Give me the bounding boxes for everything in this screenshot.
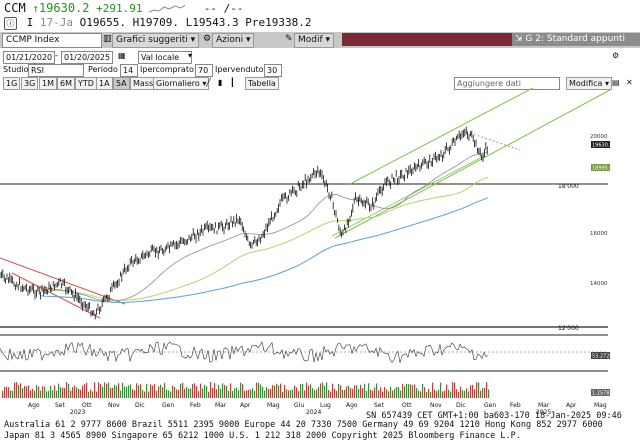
channel-top-line — [349, 88, 534, 185]
date-to-input[interactable]: 01/20/2025 — [61, 51, 114, 64]
add-data-input[interactable]: Aggiungere dati — [454, 77, 560, 90]
ma-label: 18995.08 — [592, 166, 616, 172]
chevron-down-icon[interactable]: ▾ — [188, 51, 193, 60]
edit-icon[interactable]: ✎ — [285, 34, 293, 44]
ticker-open: 19655. — [86, 16, 126, 29]
overbought-input[interactable]: 70 — [195, 64, 213, 77]
bar-chart-icon[interactable]: ▮ — [218, 78, 223, 87]
volume-value-label: 1.2578 — [592, 391, 610, 397]
range-6m-button[interactable]: 6M — [57, 77, 75, 90]
y-label-20000: 20000 — [590, 134, 608, 140]
channel-mid-line — [334, 89, 611, 239]
range-1m-button[interactable]: 1M — [39, 77, 57, 90]
table-button[interactable]: Tabella — [245, 77, 279, 90]
ticker-header: CCM ↑19630.2 +291.91 -- /-- — [4, 1, 636, 15]
main-toolbar: CCMP Index ▥ Grafici suggeriti ▾ ⚙ Azion… — [0, 32, 640, 48]
candle-chart-icon[interactable]: ┃ — [230, 78, 235, 87]
range-5a-button[interactable]: 5A — [113, 77, 130, 90]
sparkline-icon — [148, 4, 186, 14]
study-select[interactable]: RSI — [28, 64, 84, 77]
y-label-14000: 14000 — [590, 281, 608, 287]
ticker-date: 17-Ja — [39, 16, 73, 29]
range-1a-button[interactable]: 1A — [96, 77, 113, 90]
ticker-change: +291.91 — [96, 2, 143, 15]
red-downtrend-line — [0, 257, 126, 305]
red-dashed-line — [469, 132, 521, 151]
footer-contacts-2: Japan 81 3 4565 8900 Singapore 65 6212 1… — [4, 431, 521, 441]
price-series — [0, 126, 488, 320]
close-icon[interactable]: ✕ — [626, 78, 633, 87]
current-price-label: 19630.20 — [592, 143, 616, 149]
standard-notes-tab[interactable]: ⇲ G 2: Standard appunti — [512, 33, 640, 46]
settings-small-icon[interactable]: ⚙ — [612, 51, 620, 60]
red-section — [342, 33, 514, 46]
ma-50-line — [39, 151, 489, 302]
ticker-extra: -- /-- — [203, 2, 244, 15]
period-input[interactable]: 14 — [120, 64, 138, 77]
up-arrow-icon: ↑ — [32, 2, 39, 15]
chart-type-icon[interactable]: ▥ — [103, 34, 112, 44]
date-from-input[interactable]: 01/21/2020 — [3, 51, 56, 64]
red-downtrend-line-2 — [11, 272, 101, 319]
actions-button[interactable]: Azioni ▾ — [212, 33, 255, 48]
channel-low-line — [331, 155, 485, 237]
y-label-18000: 18'000 — [558, 183, 579, 190]
price-chart[interactable]: 20000 18'000 16000 14000 12'000 19630.20… — [0, 88, 640, 400]
study-label: Studio — [3, 65, 29, 74]
oversold-label: Ipervenduto — [215, 65, 264, 74]
footer-contacts-1: Australia 61 2 9777 8600 Brazil 5511 239… — [4, 420, 603, 430]
currency-select[interactable]: Val locale — [138, 51, 192, 64]
chart-options-icon[interactable]: ▤ — [612, 78, 620, 87]
ma-100-line — [39, 176, 489, 301]
year-2023: 2023 — [70, 409, 86, 416]
range-1g-button[interactable]: 1G — [3, 77, 21, 90]
ticker-last: 19630.2 — [38, 1, 90, 15]
y-label-12000: 12'000 — [558, 325, 579, 332]
year-2025: 2025 — [536, 409, 552, 416]
ticker-low: 19543.3 — [192, 16, 239, 29]
rsi-value-label: 53.2726 — [592, 354, 613, 360]
index-input[interactable]: CCMP Index — [2, 33, 102, 48]
modify-button[interactable]: Modif ▾ — [294, 33, 335, 48]
ticker-symbol: CCM — [4, 1, 26, 15]
line-chart-icon[interactable]: ╱ — [206, 78, 211, 87]
ma-200-line — [39, 197, 489, 304]
info-icon[interactable]: ⓘ — [4, 16, 17, 30]
settings-icon[interactable]: ⚙ — [203, 34, 212, 44]
suggested-charts-button[interactable]: Grafici suggeriti ▾ — [112, 33, 200, 48]
ticker-prev: 19338.2 — [265, 16, 312, 29]
range-3g-button[interactable]: 3G — [21, 77, 39, 90]
volume-series — [2, 382, 490, 398]
year-2024: 2024 — [306, 409, 322, 416]
ticker-high: 19709. — [139, 16, 179, 29]
x-axis: Ago Set Ott Nov Dic Gen Feb Mar Apr Mag … — [28, 402, 607, 416]
period-label: Periodo — [88, 65, 118, 74]
frequency-select[interactable]: Giornaliero ▾ — [153, 77, 210, 90]
oversold-input[interactable]: 30 — [264, 64, 282, 77]
ticker-ohlc: ⓘ I 17-Ja O19655. H19709. L19543.3 Pre19… — [4, 16, 636, 31]
y-label-16000: 16000 — [590, 231, 608, 237]
calendar-icon[interactable]: ▦ — [118, 51, 126, 60]
status-line: SN 657439 CET GMT+1:00 ba603-170 18-Jan-… — [366, 411, 622, 421]
rsi-line — [0, 341, 489, 364]
overbought-label: Ipercomprato — [140, 65, 194, 74]
modify-chart-button[interactable]: Modifica ▾ — [566, 77, 612, 90]
